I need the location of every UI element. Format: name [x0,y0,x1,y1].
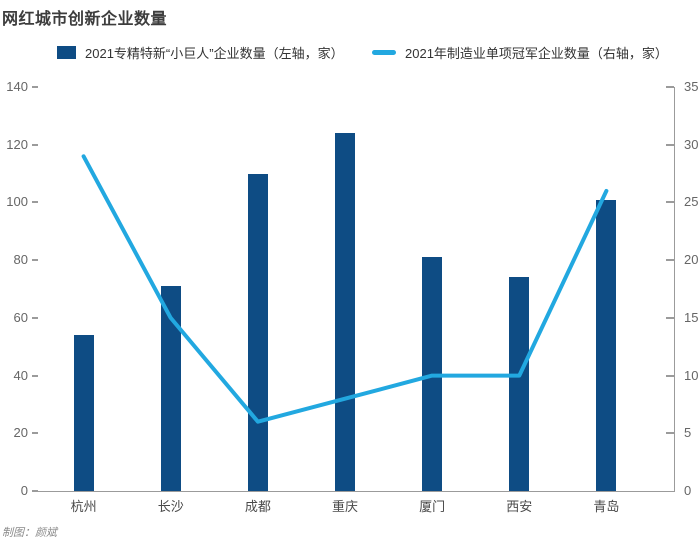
legend-item-line: 2021年制造业单项冠军企业数量（右轴，家） [372,43,668,61]
right-axis-tick-label: 25 [684,194,699,210]
right-axis-tick [666,374,674,377]
bar-厦门 [422,257,443,491]
left-axis-tick-label: 100 [6,194,28,210]
legend-label-bars: 2021专精特新“小巨人”企业数量（左轴，家） [85,45,344,61]
left-axis-tick [32,259,38,262]
left-axis-tick [32,490,38,492]
bar-series-swatch-icon [57,45,76,59]
right-axis-tick [666,86,674,88]
left-axis-tick [32,432,38,435]
bar-杭州 [73,335,94,491]
category-label: 青岛 [593,499,620,514]
right-axis-tick [666,316,674,319]
right-axis-tick-label: 5 [684,425,692,441]
bar-长沙 [160,286,181,491]
right-axis-tick [666,432,674,435]
right-axis-tick [666,259,674,262]
left-axis-tick-label: 40 [13,367,28,383]
right-axis-tick-label: 20 [684,252,699,268]
credit-caption: 制图：颜斌 [2,527,57,539]
category-label: 西安 [506,499,533,514]
category-label: 长沙 [157,499,184,514]
bar-青岛 [596,199,617,491]
left-axis-tick-label: 140 [6,79,28,94]
category-label: 重庆 [331,499,358,514]
category-label: 厦门 [419,499,446,514]
right-axis-line [674,87,675,491]
right-axis-tick [666,201,674,204]
right-axis-tick-label: 35 [684,79,699,94]
left-axis-tick-label: 120 [6,136,28,152]
bar-重庆 [335,133,355,491]
left-axis-tick-label: 0 [20,483,28,498]
x-axis-line [38,491,675,492]
left-axis-tick [32,143,38,146]
legend-item-bars: 2021专精特新“小巨人”企业数量（左轴，家） [57,43,344,61]
bar-成都 [247,173,268,491]
left-axis-tick-label: 60 [13,309,28,325]
category-label: 杭州 [70,499,97,514]
legend-label-line: 2021年制造业单项冠军企业数量（右轴，家） [405,45,668,61]
right-axis-tick-label: 0 [684,483,692,498]
left-axis-tick-label: 20 [13,425,28,441]
category-label: 成都 [244,499,271,514]
right-axis-tick-label: 30 [684,136,699,152]
bar-西安 [509,277,530,491]
right-axis-tick-label: 10 [684,367,699,383]
page-title: 网红城市创新企业数量 [2,11,168,28]
left-axis-tick [32,316,38,319]
left-axis-tick-label: 80 [13,252,28,268]
left-axis-tick [32,201,38,204]
line-series-swatch-icon [372,49,396,55]
left-axis-tick [32,86,38,88]
left-axis-tick [32,374,38,377]
right-axis-tick-label: 15 [684,309,699,325]
right-axis-tick [666,143,674,146]
